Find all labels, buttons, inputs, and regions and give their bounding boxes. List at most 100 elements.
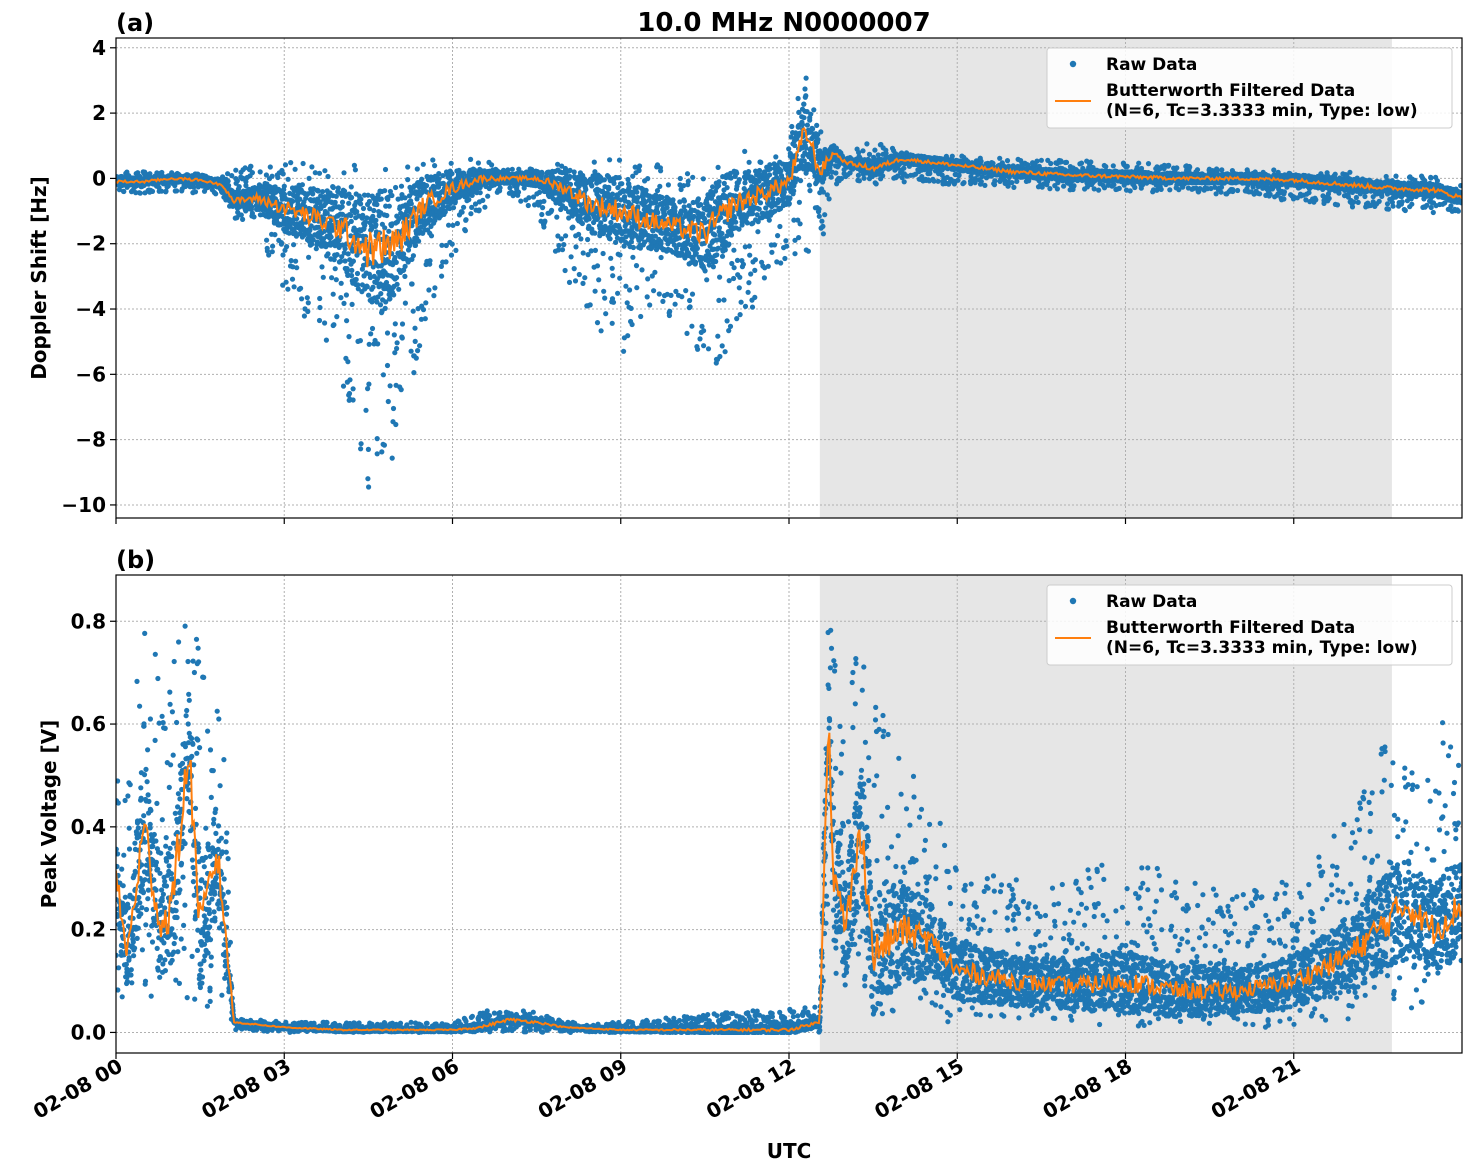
- raw-point: [810, 126, 816, 132]
- raw-point: [278, 241, 284, 247]
- raw-point: [257, 169, 263, 175]
- raw-point: [623, 283, 629, 289]
- raw-point: [454, 220, 460, 227]
- raw-point: [299, 182, 305, 188]
- raw-point: [316, 170, 323, 176]
- raw-point: [375, 341, 381, 347]
- raw-point: [331, 322, 337, 328]
- raw-point: [449, 171, 455, 177]
- raw-point: [348, 233, 354, 239]
- raw-point: [367, 274, 373, 281]
- raw-point: [283, 279, 289, 285]
- raw-point: [694, 245, 701, 251]
- raw-point: [156, 185, 162, 191]
- raw-point: [312, 170, 318, 176]
- raw-point: [714, 252, 720, 258]
- raw-point: [412, 325, 418, 331]
- raw-point: [679, 294, 685, 300]
- raw-point: [414, 196, 420, 202]
- raw-point: [664, 205, 670, 211]
- raw-point: [373, 217, 379, 223]
- raw-point: [737, 312, 743, 318]
- raw-point: [609, 320, 615, 326]
- raw-point: [367, 206, 373, 212]
- raw-point: [251, 214, 257, 220]
- raw-point: [634, 189, 640, 195]
- raw-point: [412, 338, 418, 344]
- raw-point: [331, 257, 337, 263]
- raw-point: [630, 254, 636, 260]
- raw-point: [281, 191, 288, 197]
- raw-point: [719, 343, 725, 349]
- raw-point: [392, 254, 398, 261]
- raw-point: [746, 169, 752, 175]
- raw-point: [266, 252, 272, 258]
- raw-point: [334, 314, 340, 320]
- raw-point: [332, 199, 338, 205]
- raw-point: [301, 313, 307, 319]
- raw-point: [402, 300, 408, 306]
- raw-point: [667, 308, 673, 314]
- raw-point: [652, 269, 658, 275]
- raw-point: [611, 180, 617, 186]
- raw-point: [634, 285, 640, 291]
- raw-point: [416, 238, 422, 244]
- raw-point: [596, 277, 602, 283]
- raw-point: [742, 148, 748, 154]
- raw-point: [366, 484, 372, 490]
- raw-point: [740, 261, 747, 267]
- raw-point: [795, 95, 801, 102]
- raw-point: [305, 300, 311, 306]
- raw-point: [382, 225, 388, 231]
- raw-point: [749, 304, 756, 310]
- raw-point: [309, 241, 315, 247]
- raw-point: [860, 148, 866, 154]
- raw-point: [603, 311, 609, 317]
- raw-point: [349, 301, 355, 307]
- raw-point: [477, 190, 483, 196]
- raw-point: [616, 175, 622, 181]
- raw-point: [374, 201, 380, 208]
- raw-point: [325, 173, 331, 180]
- raw-point: [280, 171, 286, 177]
- raw-point: [828, 161, 834, 167]
- raw-point: [431, 293, 437, 299]
- raw-point: [249, 204, 255, 210]
- raw-point: [497, 185, 503, 191]
- raw-point: [525, 202, 531, 209]
- raw-point: [298, 285, 304, 291]
- raw-point: [747, 252, 753, 258]
- raw-point: [405, 164, 411, 170]
- raw-point: [304, 295, 310, 301]
- raw-point: [240, 216, 246, 222]
- raw-point: [806, 182, 813, 188]
- raw-point: [384, 212, 390, 219]
- raw-point: [462, 228, 468, 234]
- raw-point: [726, 241, 732, 247]
- raw-point: [413, 355, 419, 361]
- raw-point: [635, 195, 641, 201]
- raw-point: [377, 302, 384, 308]
- raw-point: [566, 279, 573, 285]
- raw-point: [615, 290, 621, 296]
- raw-point: [349, 267, 355, 273]
- raw-point: [567, 173, 573, 180]
- raw-point: [757, 200, 764, 206]
- raw-point: [690, 174, 696, 180]
- raw-point: [468, 156, 474, 162]
- raw-point: [191, 184, 197, 190]
- raw-point: [394, 340, 400, 346]
- raw-point: [288, 160, 294, 166]
- raw-point: [781, 189, 787, 195]
- raw-point: [424, 183, 430, 189]
- raw-point: [341, 300, 347, 306]
- raw-point: [393, 259, 399, 265]
- raw-point: [285, 286, 291, 292]
- raw-point: [480, 197, 486, 203]
- raw-point: [819, 218, 825, 224]
- raw-point: [427, 258, 433, 264]
- raw-point: [655, 210, 661, 216]
- raw-point: [371, 207, 377, 214]
- raw-point: [576, 271, 582, 278]
- raw-point: [405, 177, 411, 183]
